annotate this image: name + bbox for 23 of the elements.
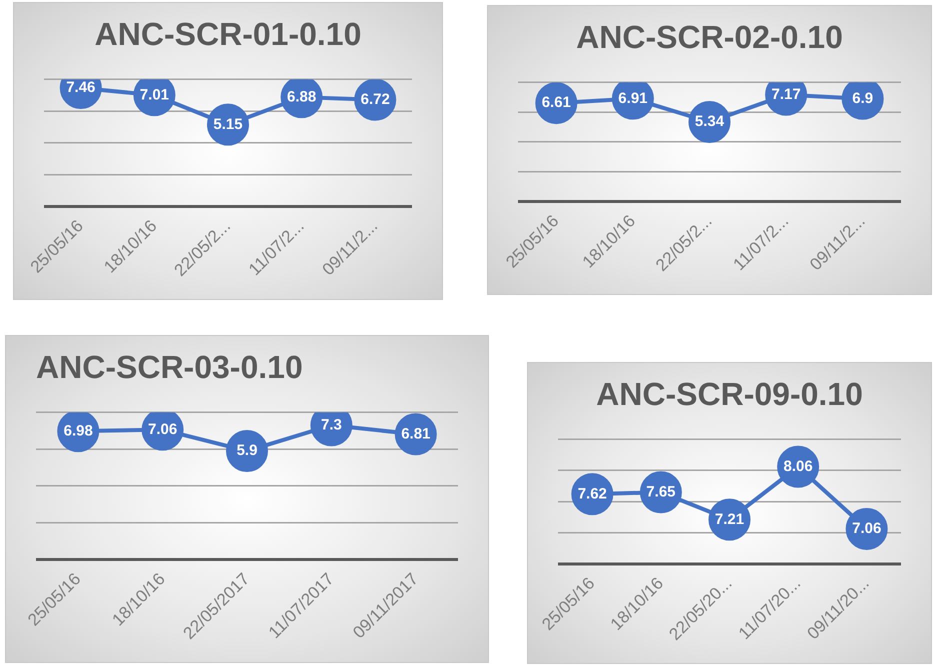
chart-title: ANC-SCR-02-0.10 — [576, 19, 843, 56]
data-label: 6.88 — [287, 88, 316, 106]
data-label: 5.9 — [236, 442, 258, 460]
data-label: 7.65 — [646, 483, 676, 500]
data-label: 6.9 — [852, 90, 874, 107]
chart-title: ANC-SCR-01-0.10 — [94, 16, 362, 52]
data-label: 7.3 — [320, 416, 342, 434]
data-label: 7.01 — [140, 86, 169, 104]
data-label: 7.62 — [578, 485, 607, 502]
data-label: 6.72 — [360, 90, 390, 108]
data-label: 6.91 — [618, 90, 648, 107]
chart-title: ANC-SCR-09-0.10 — [596, 376, 863, 412]
chart-title: ANC-SCR-03-0.10 — [36, 349, 303, 386]
data-label: 5.15 — [213, 116, 243, 133]
data-label: 6.98 — [64, 422, 93, 440]
data-label: 5.34 — [694, 113, 725, 130]
data-label: 7.06 — [852, 520, 882, 538]
data-label: 7.21 — [714, 510, 744, 528]
data-label: 6.61 — [542, 94, 571, 112]
data-label: 6.81 — [401, 425, 430, 442]
data-label: 8.06 — [784, 458, 813, 475]
data-label: 7.06 — [148, 420, 178, 438]
data-label: 7.17 — [772, 86, 801, 103]
